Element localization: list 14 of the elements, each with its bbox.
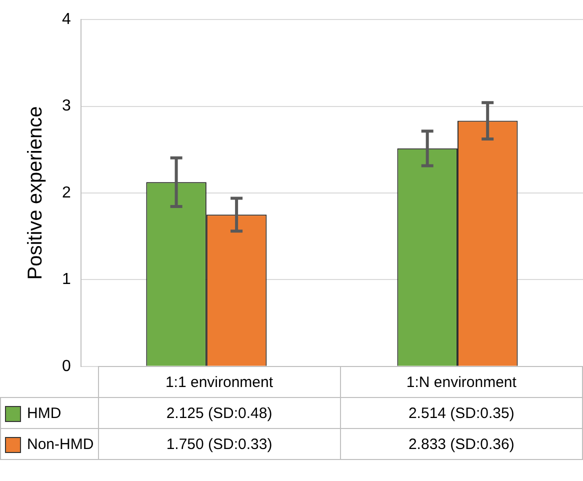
data-label: 1.750 (SD:0.33) <box>98 428 340 460</box>
legend-label: HMD <box>0 398 98 429</box>
x-tick-label: 1:N environment <box>340 366 582 398</box>
data-label: 2.125 (SD:0.48) <box>98 398 340 429</box>
y-axis-title: Positive experience <box>24 106 47 280</box>
y-tick-label: 1 <box>62 271 71 288</box>
y-tick-label: 0 <box>62 358 71 375</box>
y-tick-label: 2 <box>62 184 71 202</box>
y-tick-label: 3 <box>62 98 71 115</box>
legend-label: Non-HMD <box>0 428 98 460</box>
data-label: 2.514 (SD:0.35) <box>340 398 582 429</box>
y-tick-label: 4 <box>62 11 71 28</box>
data-label: 2.833 (SD:0.36) <box>340 428 582 460</box>
x-tick-label: 1:1 environment <box>98 366 340 398</box>
